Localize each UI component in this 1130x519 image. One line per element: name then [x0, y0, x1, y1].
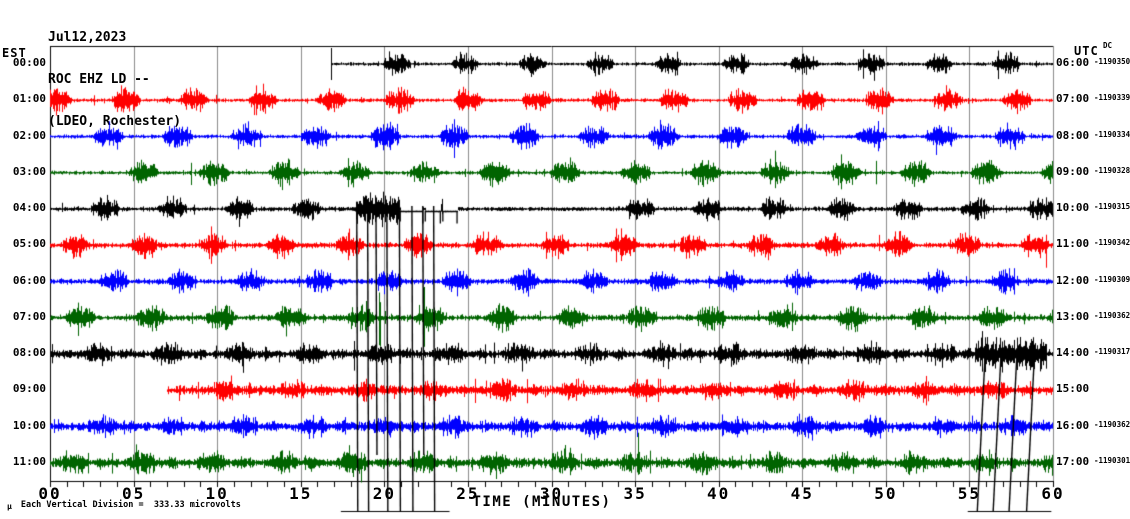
dc-value: -1190334 — [1094, 129, 1130, 139]
dc-value: -1190350 — [1094, 57, 1130, 66]
dc-value: -1190309 — [1094, 274, 1130, 284]
plot-header: Jul12,2023 ROC EHZ LD -- (LDEO, Rocheste… — [48, 3, 181, 157]
est-time-label: 06:00 — [12, 273, 46, 287]
minute-tick-label: 10 — [205, 484, 229, 503]
header-location: (LDEO, Rochester) — [48, 114, 182, 129]
minute-tick-label: 55 — [957, 484, 982, 503]
minute-tick-label: 15 — [289, 484, 313, 503]
utc-time-label: 12:00 — [1056, 273, 1090, 287]
minute-tick-label: 35 — [623, 484, 647, 503]
minute-tick-label: 50 — [874, 484, 898, 503]
est-time-label: 09:00 — [12, 382, 46, 396]
utc-time-label: 07:00 — [1056, 92, 1090, 106]
minute-tick-label: 60 — [1041, 484, 1065, 503]
micro-symbol: μ — [7, 502, 12, 511]
minute-tick-label: 25 — [456, 484, 480, 503]
utc-time-label: 14:00 — [1056, 346, 1090, 359]
dc-value: -1190317 — [1094, 347, 1130, 356]
est-time-label: 08:00 — [12, 346, 46, 359]
dc-value: -1190315 — [1094, 202, 1130, 211]
minute-tick-label: 00 — [38, 484, 62, 503]
est-time-label: 01:00 — [12, 92, 46, 106]
minute-tick-label: 20 — [372, 484, 396, 503]
est-time-label: 04:00 — [12, 201, 46, 214]
utc-time-label: 09:00 — [1056, 164, 1090, 178]
minute-tick-label: 30 — [539, 484, 564, 503]
dc-value: -1190342 — [1094, 238, 1130, 248]
header-station: ROC EHZ LD -- — [48, 72, 150, 87]
utc-time-label: 16:00 — [1056, 418, 1090, 432]
est-time-label: 02:00 — [12, 128, 46, 142]
est-time-label: 07:00 — [12, 309, 46, 323]
utc-time-label: 15:00 — [1056, 382, 1090, 396]
est-time-label: 10:00 — [12, 418, 46, 432]
utc-time-label: 17:00 — [1056, 454, 1090, 468]
est-time-label: 03:00 — [12, 164, 46, 178]
dc-column-label: DC — [1103, 41, 1113, 50]
utc-time-label: 10:00 — [1056, 201, 1090, 214]
minute-tick-label: 05 — [121, 484, 146, 503]
utc-time-label: 08:00 — [1056, 128, 1090, 142]
est-time-label: 05:00 — [12, 237, 46, 251]
header-date: Jul12,2023 — [48, 30, 127, 45]
est-time-label: 00:00 — [12, 56, 46, 69]
dc-value: -1190362 — [1094, 419, 1130, 429]
est-time-label: 11:00 — [12, 454, 46, 468]
utc-time-label: 13:00 — [1056, 309, 1090, 323]
minute-tick-label: 45 — [790, 484, 814, 503]
dc-value: -1190301 — [1094, 455, 1130, 465]
dc-value: -1190339 — [1094, 93, 1130, 103]
utc-time-label: 11:00 — [1056, 237, 1090, 251]
dc-value: -1190328 — [1094, 165, 1130, 175]
minute-tick-label: 40 — [707, 484, 731, 503]
dc-value: -1190362 — [1094, 310, 1130, 320]
utc-time-label: 06:00 — [1056, 56, 1090, 69]
